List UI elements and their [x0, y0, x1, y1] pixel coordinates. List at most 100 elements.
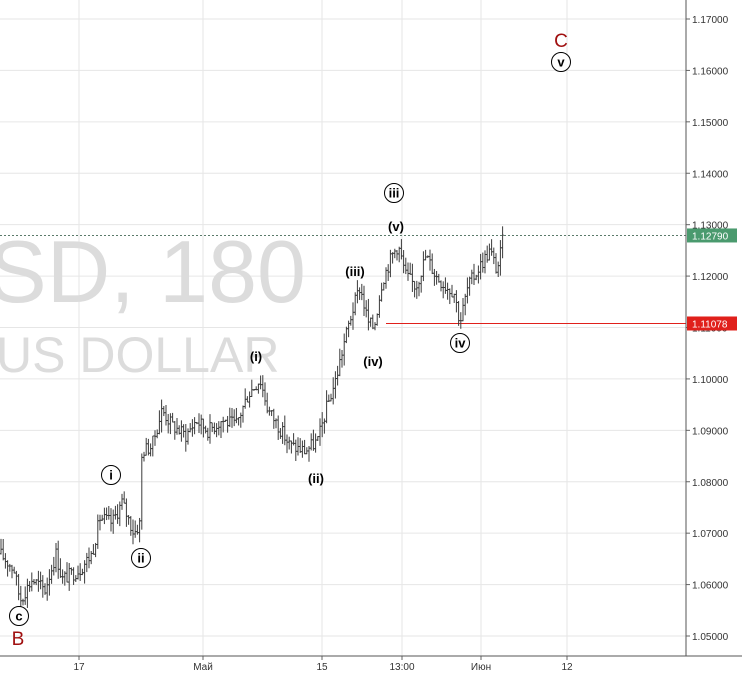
candle[interactable] [367, 298, 370, 331]
candle[interactable] [219, 421, 223, 438]
candle[interactable] [488, 243, 491, 261]
candle[interactable] [395, 250, 399, 261]
candle[interactable] [424, 249, 427, 261]
candle[interactable] [8, 563, 12, 572]
candle[interactable] [422, 251, 425, 282]
candle[interactable] [241, 405, 245, 423]
candle[interactable] [294, 439, 298, 462]
candle[interactable] [415, 280, 419, 299]
candle[interactable] [351, 302, 355, 330]
candle[interactable] [279, 428, 282, 439]
candle[interactable] [501, 226, 504, 259]
candle[interactable] [329, 393, 333, 402]
candle[interactable] [287, 436, 291, 450]
candle[interactable] [373, 322, 377, 331]
candle[interactable] [483, 250, 487, 274]
candle[interactable] [30, 572, 34, 592]
candle[interactable] [4, 553, 7, 569]
candle[interactable] [67, 563, 71, 591]
candle[interactable] [151, 435, 155, 457]
candle[interactable] [419, 275, 423, 293]
candle[interactable] [10, 564, 14, 579]
candle[interactable] [94, 542, 97, 558]
candle[interactable] [248, 391, 251, 408]
candle[interactable] [272, 408, 276, 429]
candle[interactable] [26, 578, 29, 608]
candle[interactable] [303, 439, 306, 455]
candle[interactable] [120, 493, 124, 510]
candle[interactable] [127, 515, 130, 525]
candle[interactable] [309, 433, 313, 451]
candle[interactable] [217, 421, 221, 436]
candle[interactable] [92, 544, 95, 555]
candle[interactable] [17, 573, 20, 601]
candle[interactable] [492, 247, 496, 265]
candle[interactable] [402, 250, 405, 274]
candle[interactable] [397, 246, 401, 263]
candle[interactable] [338, 348, 342, 377]
candle[interactable] [404, 257, 408, 275]
candle[interactable] [441, 281, 445, 299]
candle[interactable] [208, 414, 212, 444]
candle[interactable] [169, 413, 172, 435]
candle[interactable] [342, 333, 346, 366]
candle[interactable] [364, 300, 368, 318]
candle[interactable] [133, 520, 137, 538]
candle[interactable] [468, 276, 471, 296]
candle[interactable] [98, 514, 102, 531]
candle[interactable] [100, 514, 104, 522]
candle[interactable] [490, 239, 493, 256]
candle[interactable] [144, 437, 148, 456]
candle[interactable] [175, 417, 179, 435]
candle[interactable] [433, 268, 436, 286]
candle[interactable] [52, 556, 56, 576]
candle[interactable] [83, 560, 86, 584]
candle[interactable] [257, 383, 260, 394]
candle[interactable] [239, 412, 243, 428]
candle[interactable] [70, 567, 73, 575]
candle[interactable] [193, 417, 196, 435]
candle[interactable] [171, 412, 174, 423]
candle[interactable] [32, 578, 36, 585]
candle[interactable] [318, 418, 322, 446]
candle[interactable] [19, 585, 23, 608]
candle[interactable] [314, 433, 317, 453]
candle[interactable] [45, 577, 49, 601]
candle[interactable] [455, 290, 458, 313]
candle[interactable] [237, 417, 240, 426]
candle[interactable] [356, 280, 359, 304]
candle[interactable] [85, 552, 89, 573]
candle[interactable] [290, 440, 293, 454]
candle[interactable] [369, 317, 372, 327]
candle[interactable] [263, 382, 267, 406]
candle[interactable] [235, 407, 238, 424]
candle[interactable] [408, 262, 412, 275]
candle[interactable] [59, 558, 62, 578]
candle[interactable] [276, 415, 280, 440]
candle[interactable] [391, 252, 394, 264]
candle[interactable] [160, 399, 163, 433]
candle[interactable] [393, 248, 397, 259]
candle[interactable] [463, 293, 467, 316]
candle[interactable] [1, 538, 5, 561]
candle[interactable] [114, 505, 117, 520]
candle[interactable] [298, 438, 302, 454]
candle[interactable] [182, 424, 185, 438]
candle[interactable] [162, 406, 166, 417]
candle[interactable] [331, 377, 335, 405]
candle[interactable] [406, 262, 410, 281]
candle[interactable] [466, 277, 469, 304]
candle[interactable] [142, 451, 146, 462]
candle[interactable] [281, 422, 284, 444]
candle[interactable] [140, 453, 144, 530]
candle[interactable] [138, 517, 141, 543]
candle[interactable] [48, 569, 51, 596]
candle[interactable] [131, 519, 135, 545]
candle[interactable] [0, 538, 3, 555]
candle[interactable] [334, 371, 337, 399]
candle[interactable] [448, 288, 452, 305]
candles[interactable] [0, 226, 504, 608]
candle[interactable] [213, 422, 216, 435]
candle[interactable] [65, 562, 69, 583]
